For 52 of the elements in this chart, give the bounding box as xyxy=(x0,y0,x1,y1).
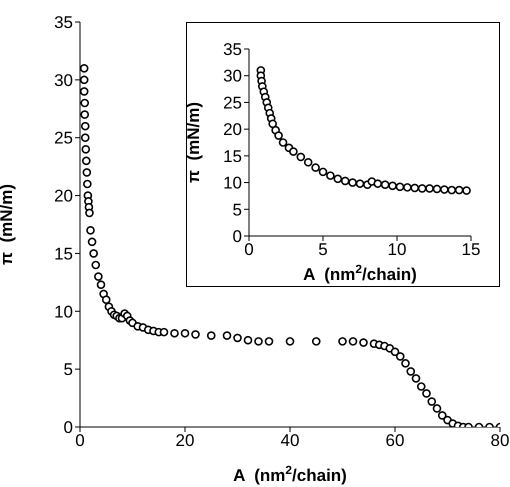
x-tick-label: 40 xyxy=(280,431,300,450)
y-tick-label: 5 xyxy=(232,200,242,220)
y-tick-label: 5 xyxy=(64,360,73,380)
y-tick-label: 30 xyxy=(54,70,73,90)
point xyxy=(348,178,357,187)
y-axis-title: π (mN/m) xyxy=(184,102,203,184)
point xyxy=(380,180,390,190)
point xyxy=(289,147,298,156)
y-tick-label: 0 xyxy=(64,418,73,438)
x-axis-title: A (nm$^{2}$/chain) xyxy=(233,463,347,485)
point xyxy=(334,174,342,184)
y-tick-label: 30 xyxy=(223,66,242,86)
point xyxy=(388,181,397,190)
y-tick-label: 20 xyxy=(54,186,73,206)
point xyxy=(432,184,442,194)
x-tick-label: 20 xyxy=(176,431,194,450)
y-axis-title: π (mN/m) xyxy=(0,184,16,266)
y-tick-label: 20 xyxy=(223,120,242,140)
point xyxy=(410,184,420,192)
y-tick-label: 10 xyxy=(223,174,242,193)
y-tick-label: 35 xyxy=(223,40,242,60)
point xyxy=(440,185,449,194)
point xyxy=(304,158,312,167)
x-tick-label: 10 xyxy=(388,240,406,260)
x-tick-label: 60 xyxy=(386,431,404,450)
y-tick-label: 25 xyxy=(54,128,73,148)
y-tick-label: 10 xyxy=(54,302,73,322)
y-tick-label: 25 xyxy=(223,93,242,112)
point xyxy=(454,186,464,194)
point xyxy=(418,184,426,193)
x-axis-title: A (nm$^{2}$/chain) xyxy=(303,262,417,284)
y-tick-label: 15 xyxy=(223,146,242,166)
point xyxy=(274,131,283,140)
x-tick-label: 80 xyxy=(490,431,510,450)
point xyxy=(326,171,335,180)
x-tick-label: 5 xyxy=(318,240,328,260)
point xyxy=(268,120,277,128)
y-tick-label: 35 xyxy=(54,13,73,32)
point xyxy=(296,152,306,162)
point xyxy=(396,182,404,192)
x-tick-label: 15 xyxy=(462,240,480,260)
point xyxy=(447,186,456,194)
point xyxy=(340,176,350,186)
point xyxy=(425,184,434,193)
y-tick-label: 0 xyxy=(232,227,242,246)
point xyxy=(403,183,412,192)
point xyxy=(278,138,288,147)
point xyxy=(462,186,471,195)
point xyxy=(311,163,320,172)
point xyxy=(318,168,328,176)
point xyxy=(356,179,364,188)
point xyxy=(373,179,382,188)
